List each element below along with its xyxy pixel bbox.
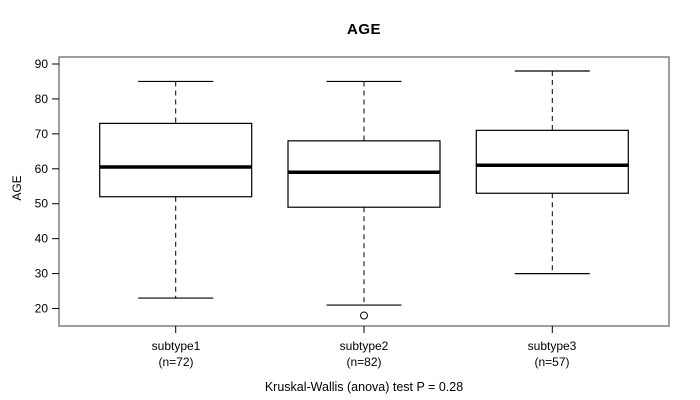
- group-name: subtype1: [151, 339, 201, 353]
- group-label-subtype3: subtype3 (n=57): [528, 338, 577, 370]
- y-tick-label: 70: [35, 127, 49, 141]
- group-name: subtype2: [339, 339, 389, 353]
- iqr-box: [99, 122, 253, 198]
- group-n-count: (n=57): [534, 355, 570, 369]
- group-label-subtype1: subtype1 (n=72): [152, 338, 201, 370]
- group-n-count: (n=72): [158, 355, 194, 369]
- group-name: subtype3: [527, 339, 577, 353]
- group-label-subtype2: subtype2 (n=82): [340, 338, 389, 370]
- y-tick-label: 80: [35, 92, 49, 106]
- y-tick-label: 90: [35, 57, 49, 71]
- group-n-count: (n=82): [346, 355, 382, 369]
- iqr-box: [475, 129, 629, 194]
- y-axis-label: AGE: [10, 175, 24, 201]
- y-tick-label: 20: [35, 302, 49, 316]
- y-tick-label: 40: [35, 232, 49, 246]
- chart-title: AGE: [346, 21, 381, 38]
- y-tick-label: 50: [35, 197, 49, 211]
- outlier-point: [360, 311, 368, 320]
- stat-test-footnote: Kruskal-Wallis (anova) test P = 0.28: [264, 380, 464, 394]
- y-tick-label: 60: [35, 162, 49, 176]
- y-tick-label: 30: [35, 267, 49, 281]
